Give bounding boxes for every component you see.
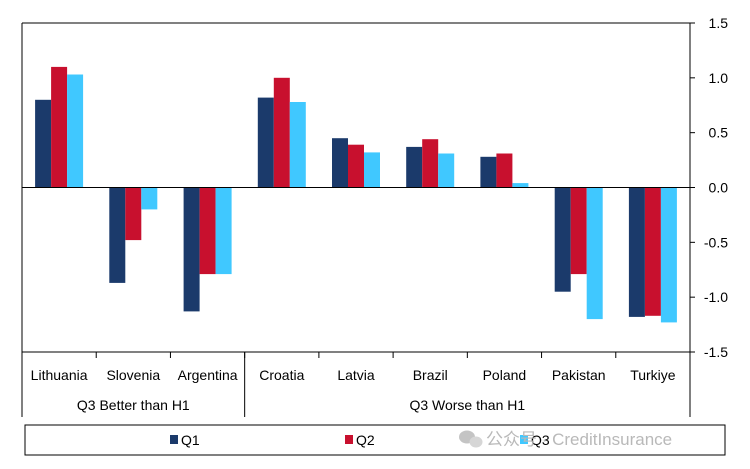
legend-label-q3: Q3: [531, 432, 550, 448]
bar-q3-lithuania: [67, 74, 84, 188]
watermark-text: 公众号 · CreditInsurance: [486, 430, 672, 449]
bar-q2-croatia: [273, 77, 290, 188]
bar-q3-brazil: [438, 153, 455, 188]
bar-q1-turkiye: [628, 187, 645, 317]
wechat-bubble-small: [469, 436, 483, 448]
bar-q3-croatia: [289, 102, 306, 188]
bar-q1-croatia: [257, 97, 274, 188]
bar-q1-argentina: [183, 187, 200, 312]
category-label: Slovenia: [106, 367, 160, 383]
bar-q3-turkiye: [660, 187, 677, 323]
wechat-icon: [459, 430, 483, 448]
y-tick-label: 1.5: [709, 15, 729, 31]
bar-q3-argentina: [215, 187, 232, 275]
bar-q1-latvia: [332, 138, 348, 188]
category-labels: Lithuania Slovenia Argentina Croatia Latvia B…: [31, 367, 676, 413]
bar-q3-latvia: [364, 152, 380, 188]
category-label: Argentina: [178, 367, 238, 383]
axes: 1.5 1.0 0.5 0.0 -0.5 -1.0 -1.5: [21, 15, 729, 417]
bar-q2-slovenia: [125, 187, 142, 241]
category-label: Pakistan: [552, 367, 606, 383]
bar-q1-slovenia: [109, 187, 126, 283]
group-label: Q3 Better than H1: [77, 397, 190, 413]
legend-swatch-q3: [520, 435, 528, 444]
category-label: Latvia: [337, 367, 375, 383]
category-label: Croatia: [259, 367, 304, 383]
legend-swatch-q2: [345, 435, 353, 444]
bar-q2-brazil: [422, 139, 439, 188]
bar-q1-lithuania: [35, 99, 52, 188]
bar-q2-pakistan: [570, 187, 587, 275]
category-label: Turkiye: [630, 367, 676, 383]
legend: Q1 Q2 Q3: [24, 424, 726, 456]
y-tick-label: -1.0: [704, 289, 728, 305]
category-label: Poland: [483, 367, 527, 383]
group-label: Q3 Worse than H1: [409, 397, 525, 413]
bar-q2-turkiye: [644, 187, 661, 316]
category-label: Brazil: [413, 367, 448, 383]
bar-q3-pakistan: [586, 187, 603, 320]
bar-q1-poland: [480, 156, 497, 188]
bar-q2-argentina: [199, 187, 216, 275]
legend-label-q2: Q2: [356, 432, 375, 448]
legend-box: [24, 424, 726, 456]
bars: [35, 66, 677, 323]
bar-q3-slovenia: [141, 187, 158, 210]
bar-q1-pakistan: [554, 187, 571, 292]
y-tick-label: 0.0: [709, 180, 729, 196]
y-tick-label: 1.0: [709, 70, 729, 86]
bar-q3-poland: [512, 183, 529, 188]
bar-q2-lithuania: [51, 66, 68, 188]
bar-q2-poland: [496, 153, 513, 188]
legend-label-q1: Q1: [181, 432, 200, 448]
watermark: 公众号 · CreditInsurance: [459, 430, 672, 449]
y-tick-label: -0.5: [704, 234, 728, 250]
bar-q2-latvia: [348, 144, 364, 188]
y-tick-label: 0.5: [709, 125, 729, 141]
legend-swatch-q1: [170, 435, 178, 444]
bar-q1-brazil: [406, 146, 423, 188]
category-label: Lithuania: [31, 367, 88, 383]
y-tick-label: -1.5: [704, 344, 728, 360]
